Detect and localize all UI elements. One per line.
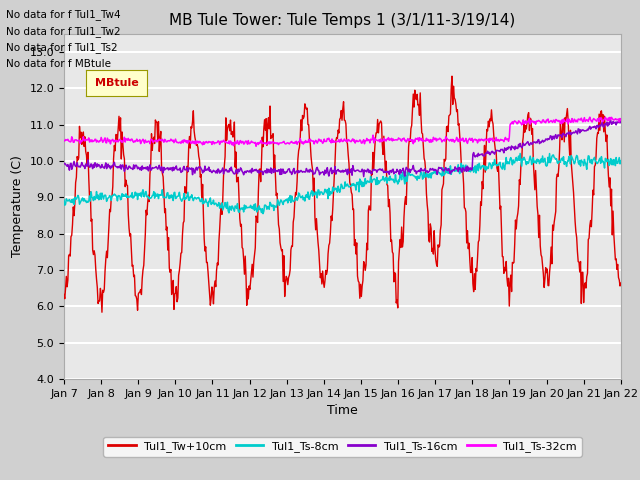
Text: No data for f Tul1_Tw4: No data for f Tul1_Tw4: [6, 9, 121, 20]
Text: No data for f Tul1_Ts2: No data for f Tul1_Ts2: [6, 42, 118, 53]
Legend: Tul1_Tw+10cm, Tul1_Ts-8cm, Tul1_Ts-16cm, Tul1_Ts-32cm: Tul1_Tw+10cm, Tul1_Ts-8cm, Tul1_Ts-16cm,…: [103, 437, 582, 456]
Text: No data for f MBtule: No data for f MBtule: [6, 59, 111, 69]
X-axis label: Time: Time: [327, 405, 358, 418]
Text: MBtule: MBtule: [95, 78, 139, 88]
Text: No data for f Tul1_Tw2: No data for f Tul1_Tw2: [6, 25, 121, 36]
Y-axis label: Temperature (C): Temperature (C): [11, 156, 24, 257]
Title: MB Tule Tower: Tule Temps 1 (3/1/11-3/19/14): MB Tule Tower: Tule Temps 1 (3/1/11-3/19…: [169, 13, 516, 28]
